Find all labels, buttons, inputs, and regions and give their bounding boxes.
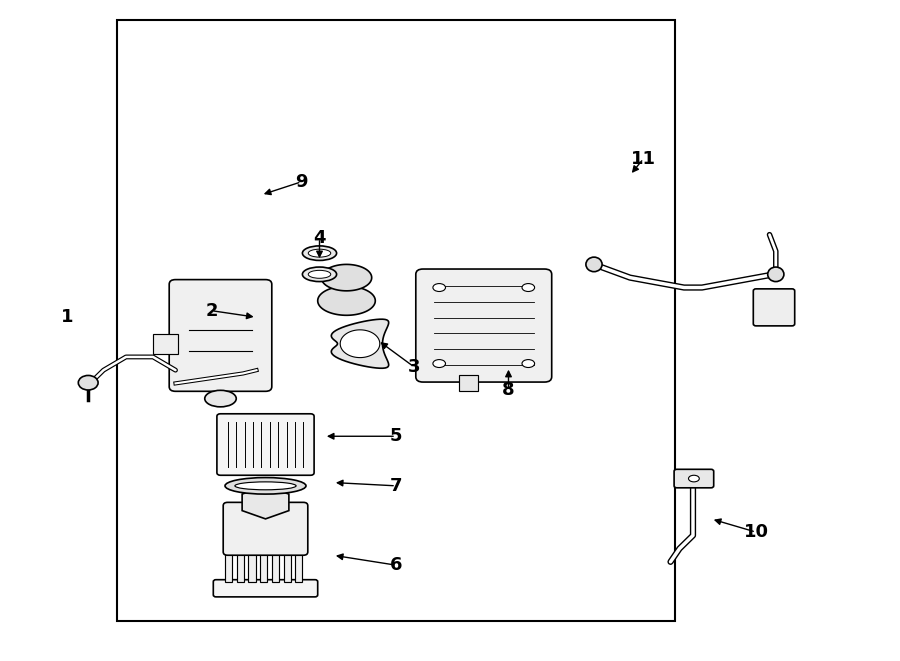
Ellipse shape bbox=[522, 360, 535, 368]
Ellipse shape bbox=[205, 390, 236, 407]
Ellipse shape bbox=[433, 360, 446, 368]
Bar bbox=[284, 552, 291, 582]
FancyBboxPatch shape bbox=[753, 289, 795, 326]
Bar bbox=[153, 334, 178, 354]
Ellipse shape bbox=[768, 267, 784, 282]
Text: 8: 8 bbox=[502, 381, 515, 399]
Polygon shape bbox=[242, 486, 289, 519]
Ellipse shape bbox=[225, 477, 306, 494]
Ellipse shape bbox=[302, 267, 337, 282]
Bar bbox=[272, 552, 279, 582]
Polygon shape bbox=[318, 286, 375, 315]
FancyBboxPatch shape bbox=[217, 414, 314, 475]
Polygon shape bbox=[340, 330, 380, 358]
Bar bbox=[295, 552, 302, 582]
Bar bbox=[260, 552, 267, 582]
FancyBboxPatch shape bbox=[674, 469, 714, 488]
Polygon shape bbox=[321, 264, 372, 291]
Text: 6: 6 bbox=[390, 556, 402, 574]
Bar bbox=[237, 552, 244, 582]
FancyBboxPatch shape bbox=[169, 280, 272, 391]
Text: 3: 3 bbox=[408, 358, 420, 376]
Text: 10: 10 bbox=[743, 523, 769, 541]
Bar bbox=[248, 552, 256, 582]
Bar bbox=[117, 20, 675, 621]
Ellipse shape bbox=[433, 284, 446, 292]
Ellipse shape bbox=[586, 257, 602, 272]
Ellipse shape bbox=[522, 284, 535, 292]
Ellipse shape bbox=[308, 270, 331, 278]
Ellipse shape bbox=[302, 246, 337, 260]
FancyBboxPatch shape bbox=[416, 269, 552, 382]
FancyBboxPatch shape bbox=[213, 580, 318, 597]
Text: 1: 1 bbox=[61, 308, 74, 327]
Bar bbox=[459, 375, 478, 391]
Polygon shape bbox=[331, 319, 389, 368]
Text: 4: 4 bbox=[313, 229, 326, 247]
Text: 5: 5 bbox=[390, 427, 402, 446]
Ellipse shape bbox=[78, 375, 98, 390]
Bar bbox=[225, 552, 232, 582]
Text: 9: 9 bbox=[295, 173, 308, 191]
Ellipse shape bbox=[688, 475, 699, 482]
Text: 7: 7 bbox=[390, 477, 402, 495]
Ellipse shape bbox=[308, 249, 331, 257]
FancyBboxPatch shape bbox=[223, 502, 308, 555]
Ellipse shape bbox=[235, 482, 296, 490]
Text: 11: 11 bbox=[631, 149, 656, 168]
Text: 2: 2 bbox=[205, 301, 218, 320]
